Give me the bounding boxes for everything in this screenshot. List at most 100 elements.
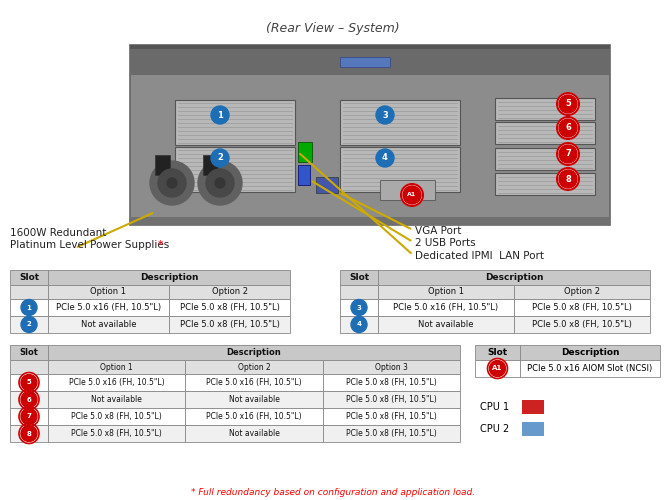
Text: 2 USB Ports: 2 USB Ports (415, 238, 476, 248)
Circle shape (403, 186, 421, 204)
Circle shape (401, 184, 423, 206)
FancyBboxPatch shape (495, 122, 595, 144)
Text: Not available: Not available (418, 320, 474, 329)
FancyBboxPatch shape (175, 100, 295, 145)
FancyBboxPatch shape (48, 374, 185, 391)
Text: 3: 3 (382, 110, 388, 120)
Text: 1: 1 (27, 304, 31, 310)
Circle shape (557, 168, 579, 190)
Text: Slot: Slot (19, 348, 39, 357)
Text: PCIe 5.0 x16 (FH, 10.5"L): PCIe 5.0 x16 (FH, 10.5"L) (69, 378, 165, 387)
Circle shape (19, 390, 39, 409)
Circle shape (559, 145, 577, 163)
FancyBboxPatch shape (185, 360, 323, 374)
FancyBboxPatch shape (340, 299, 378, 316)
Text: Not available: Not available (91, 395, 142, 404)
Text: CPU 2: CPU 2 (480, 424, 509, 434)
Text: Option 1: Option 1 (91, 288, 127, 296)
Circle shape (376, 149, 394, 167)
Circle shape (215, 178, 225, 188)
FancyBboxPatch shape (10, 374, 48, 391)
FancyBboxPatch shape (130, 45, 610, 49)
FancyBboxPatch shape (48, 360, 185, 374)
Text: PCIe 5.0 x8 (FH, 10.5"L): PCIe 5.0 x8 (FH, 10.5"L) (71, 429, 162, 438)
FancyBboxPatch shape (522, 422, 544, 436)
Text: Platinum Level Power Supplies: Platinum Level Power Supplies (10, 240, 169, 250)
Text: 1: 1 (217, 110, 223, 120)
FancyBboxPatch shape (340, 316, 378, 333)
Text: PCIe 5.0 x8 (FH, 10.5"L): PCIe 5.0 x8 (FH, 10.5"L) (532, 320, 632, 329)
Text: 4: 4 (382, 154, 388, 162)
Text: Description: Description (485, 273, 543, 282)
FancyBboxPatch shape (514, 316, 650, 333)
FancyBboxPatch shape (298, 165, 310, 185)
Circle shape (376, 106, 394, 124)
FancyBboxPatch shape (10, 316, 48, 333)
Circle shape (21, 374, 37, 390)
FancyBboxPatch shape (475, 360, 520, 377)
Text: Option 2: Option 2 (237, 362, 270, 372)
FancyBboxPatch shape (10, 391, 48, 408)
Text: Slot: Slot (488, 348, 508, 357)
FancyBboxPatch shape (378, 316, 514, 333)
FancyBboxPatch shape (155, 155, 170, 175)
FancyBboxPatch shape (48, 408, 185, 425)
Text: PCIe 5.0 x8 (FH, 10.5"L): PCIe 5.0 x8 (FH, 10.5"L) (346, 378, 437, 387)
Circle shape (21, 316, 37, 332)
Text: 7: 7 (27, 414, 31, 420)
Text: A1: A1 (408, 192, 417, 198)
FancyBboxPatch shape (316, 177, 338, 193)
FancyBboxPatch shape (130, 45, 610, 225)
Text: Description: Description (140, 273, 198, 282)
FancyBboxPatch shape (340, 100, 460, 145)
FancyBboxPatch shape (48, 345, 460, 360)
FancyBboxPatch shape (48, 270, 290, 285)
Text: Option 2: Option 2 (564, 288, 600, 296)
FancyBboxPatch shape (520, 360, 660, 377)
Text: 8: 8 (565, 174, 571, 184)
FancyBboxPatch shape (340, 147, 460, 192)
Text: Option 3: Option 3 (375, 362, 408, 372)
Text: PCIe 5.0 x16 (FH, 10.5"L): PCIe 5.0 x16 (FH, 10.5"L) (56, 303, 161, 312)
FancyBboxPatch shape (378, 270, 650, 285)
Circle shape (21, 300, 37, 316)
FancyBboxPatch shape (520, 345, 660, 360)
Circle shape (21, 426, 37, 442)
FancyBboxPatch shape (323, 425, 460, 442)
Text: CPU 1: CPU 1 (480, 402, 509, 412)
FancyBboxPatch shape (10, 408, 48, 425)
FancyBboxPatch shape (169, 316, 290, 333)
FancyBboxPatch shape (340, 270, 378, 285)
Circle shape (19, 424, 39, 444)
FancyBboxPatch shape (378, 285, 514, 299)
FancyBboxPatch shape (10, 270, 48, 285)
FancyBboxPatch shape (203, 155, 218, 175)
Text: 6: 6 (565, 124, 571, 132)
Circle shape (351, 316, 367, 332)
Text: Slot: Slot (349, 273, 369, 282)
FancyBboxPatch shape (185, 425, 323, 442)
Text: A1: A1 (492, 366, 503, 372)
Text: 7: 7 (565, 150, 571, 158)
Circle shape (19, 406, 39, 426)
Text: 5: 5 (27, 380, 31, 386)
Circle shape (488, 358, 508, 378)
FancyBboxPatch shape (378, 299, 514, 316)
Text: PCIe 5.0 x8 (FH, 10.5"L): PCIe 5.0 x8 (FH, 10.5"L) (346, 395, 437, 404)
FancyBboxPatch shape (495, 98, 595, 120)
FancyBboxPatch shape (185, 391, 323, 408)
FancyBboxPatch shape (514, 285, 650, 299)
FancyBboxPatch shape (10, 360, 48, 374)
Text: PCIe 5.0 x16 (FH, 10.5"L): PCIe 5.0 x16 (FH, 10.5"L) (206, 378, 301, 387)
Text: PCIe 5.0 x8 (FH, 10.5"L): PCIe 5.0 x8 (FH, 10.5"L) (179, 303, 279, 312)
Text: Not available: Not available (229, 429, 279, 438)
Text: PCIe 5.0 x8 (FH, 10.5"L): PCIe 5.0 x8 (FH, 10.5"L) (346, 412, 437, 421)
FancyBboxPatch shape (10, 285, 48, 299)
Text: 5: 5 (565, 100, 571, 108)
Circle shape (351, 300, 367, 316)
Text: 2: 2 (27, 322, 31, 328)
FancyBboxPatch shape (48, 285, 169, 299)
Text: Option 1: Option 1 (428, 288, 464, 296)
FancyBboxPatch shape (514, 299, 650, 316)
FancyBboxPatch shape (48, 316, 169, 333)
